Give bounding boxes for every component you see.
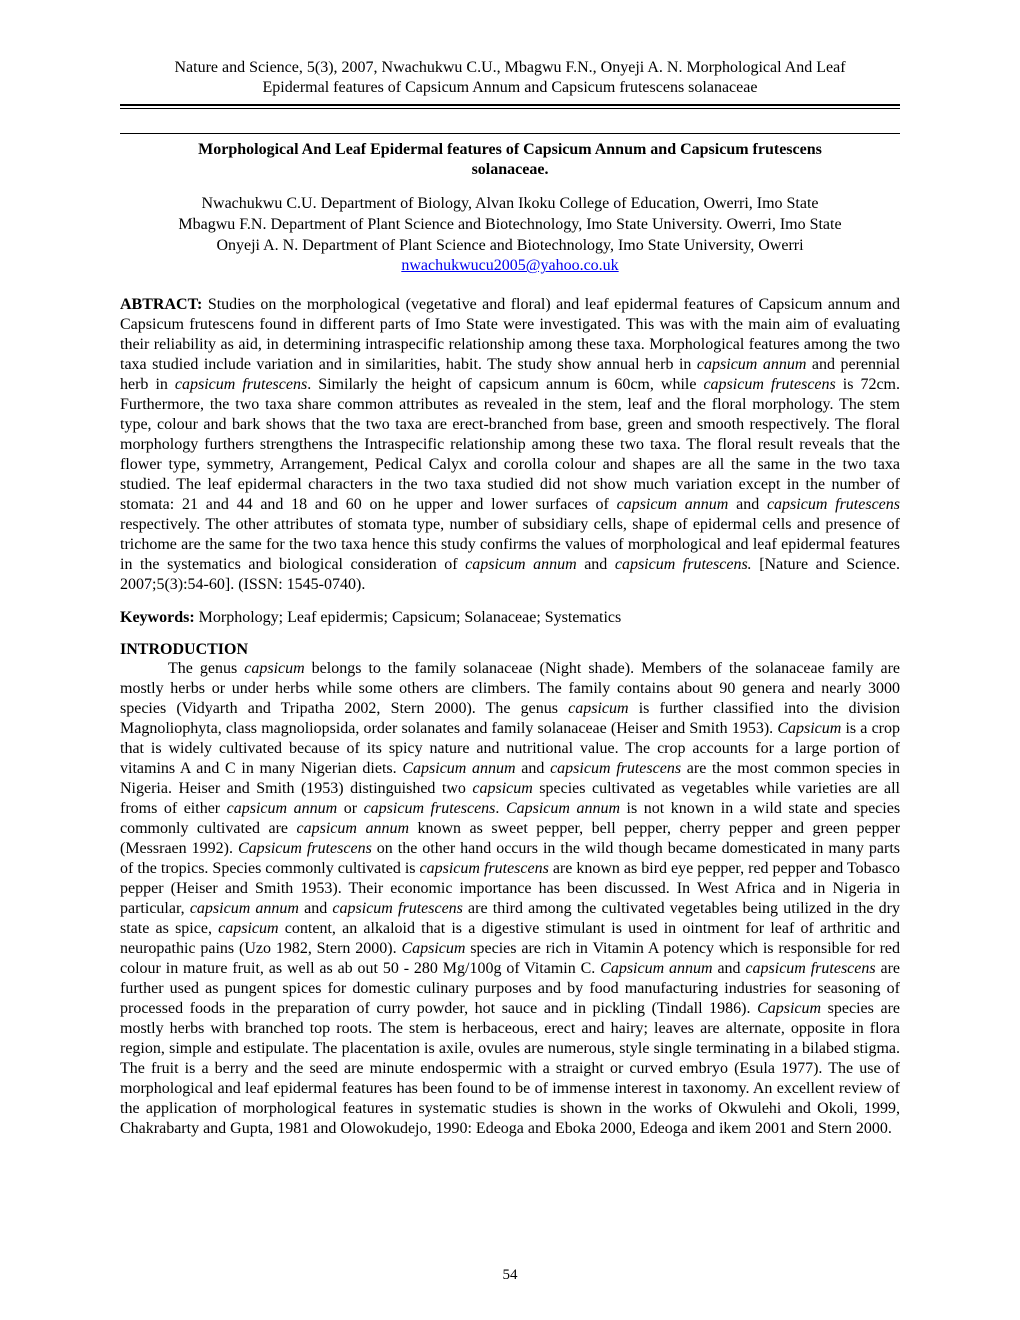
author-line-1: Nwachukwu C.U. Department of Biology, Al… <box>201 195 818 212</box>
running-head-line2: Epidermal features of Capsicum Annum and… <box>263 79 758 96</box>
article-title: Morphological And Leaf Epidermal feature… <box>160 140 860 180</box>
keywords-text: Morphology; Leaf epidermis; Capsicum; So… <box>195 609 622 626</box>
running-head: Nature and Science, 5(3), 2007, Nwachukw… <box>120 58 900 98</box>
title-rule <box>120 133 900 134</box>
author-line-3: Onyeji A. N. Department of Plant Science… <box>216 237 803 254</box>
keywords-block: Keywords: Morphology; Leaf epidermis; Ca… <box>120 609 900 627</box>
introduction-paragraph: The genus capsicum belongs to the family… <box>120 659 900 1139</box>
header-rule-thick <box>120 104 900 106</box>
introduction-heading: INTRODUCTION <box>120 641 900 659</box>
author-email-link[interactable]: nwachukwucu2005@yahoo.co.uk <box>401 257 618 274</box>
author-block: Nwachukwu C.U. Department of Biology, Al… <box>120 194 900 277</box>
keywords-label: Keywords: <box>120 609 195 626</box>
page-number: 54 <box>0 1267 1020 1284</box>
abstract-label: ABTRACT: <box>120 296 202 313</box>
running-head-line1: Nature and Science, 5(3), 2007, Nwachukw… <box>174 59 845 76</box>
header-rule-thin <box>120 108 900 109</box>
author-line-2: Mbagwu F.N. Department of Plant Science … <box>178 216 841 233</box>
abstract-block: ABTRACT: Studies on the morphological (v… <box>120 295 900 595</box>
page-container: Nature and Science, 5(3), 2007, Nwachukw… <box>0 0 1020 1179</box>
